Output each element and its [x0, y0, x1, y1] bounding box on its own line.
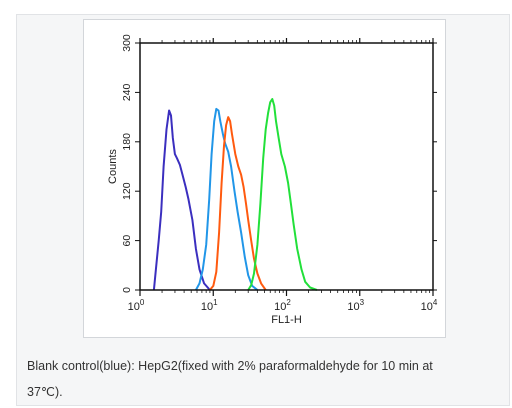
- caption-line-2: 37℃).: [27, 385, 63, 399]
- caption-line-1: Blank control(blue): HepG2(fixed with 2%…: [27, 359, 433, 373]
- y-tick-label: 300: [121, 34, 133, 52]
- x-tick-label: 103: [347, 298, 364, 313]
- x-axis-ticks: 100 101 102 103 104: [128, 38, 438, 313]
- y-tick-label: 180: [121, 133, 133, 151]
- figure-caption: Blank control(blue): HepG2(fixed with 2%…: [27, 353, 497, 405]
- y-axis-label: Counts: [107, 149, 119, 184]
- series-layer: [152, 98, 318, 291]
- y-tick-label: 240: [121, 83, 133, 101]
- x-axis-label: FL1-H: [271, 314, 302, 326]
- chart-container: 0 60 120 180 240 300 100 101 102 103 104 FL1-H Co…: [83, 19, 446, 338]
- flow-cytometry-histogram: 0 60 120 180 240 300 100 101 102 103 104 FL1-H Co…: [107, 34, 438, 326]
- y-tick-label: 60: [121, 235, 133, 247]
- histogram-series-1: [195, 107, 259, 291]
- x-tick-label: 102: [274, 298, 291, 313]
- histogram-series-3: [247, 98, 318, 291]
- figure-panel: 0 60 120 180 240 300 100 101 102 103 104 FL1-H Co…: [16, 14, 510, 406]
- x-tick-label: 104: [421, 298, 438, 313]
- x-tick-label: 100: [128, 298, 145, 313]
- y-tick-label: 120: [121, 182, 133, 200]
- y-axis-ticks: 0 60 120 180 240 300: [121, 34, 437, 293]
- y-tick-label: 0: [121, 287, 133, 293]
- x-tick-label: 101: [201, 298, 218, 313]
- histogram-series-2: [209, 116, 267, 291]
- histogram-series-0: [152, 109, 211, 291]
- plot-frame: [139, 42, 434, 291]
